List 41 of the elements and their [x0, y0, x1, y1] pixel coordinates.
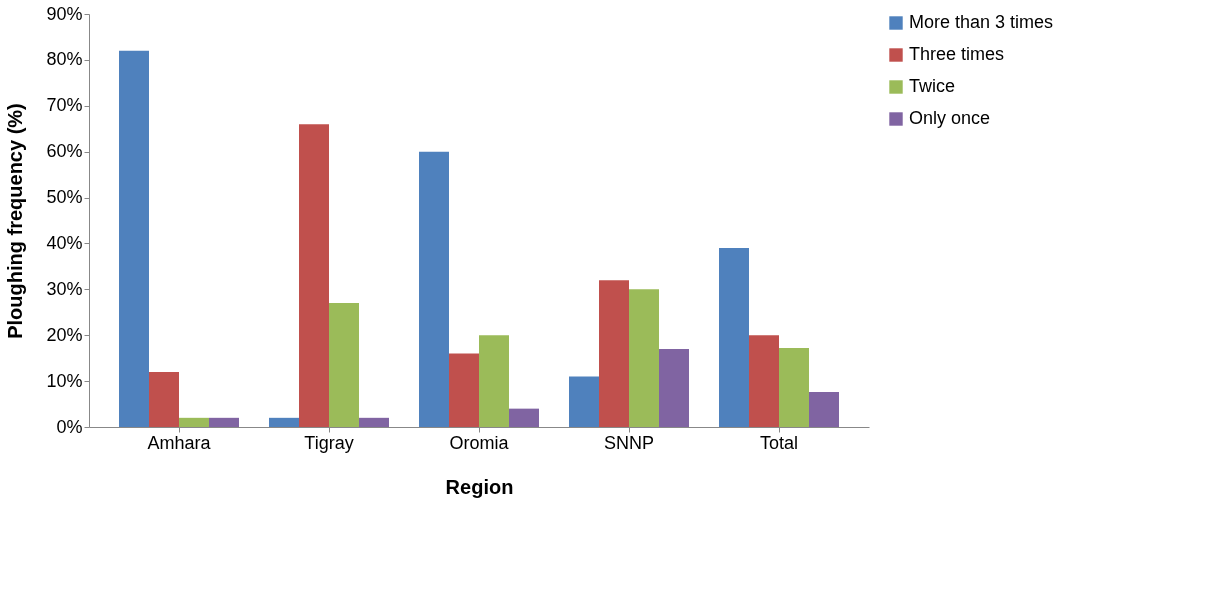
- bar: [119, 50, 149, 427]
- y-tick-label: 40%: [46, 232, 83, 253]
- y-tick-label: 20%: [46, 324, 83, 345]
- y-tick-label: 60%: [46, 141, 83, 162]
- bar: [629, 289, 659, 427]
- x-tick-label: Tigray: [304, 432, 354, 453]
- bar: [149, 371, 179, 427]
- y-tick-label: 10%: [46, 370, 83, 391]
- x-axis-title: Region: [445, 475, 514, 498]
- legend-label: More than 3 times: [909, 12, 1054, 32]
- bar: [299, 124, 329, 427]
- x-tick-label: Total: [759, 432, 799, 453]
- x-tick-label: Amhara: [147, 432, 212, 453]
- bar: [719, 248, 749, 427]
- y-tick-label: 30%: [46, 278, 83, 299]
- bar: [269, 417, 299, 427]
- legend-label: Three times: [909, 44, 1005, 64]
- bar: [419, 151, 449, 427]
- bar: [359, 417, 389, 427]
- y-tick-label: 0%: [56, 416, 83, 437]
- bar: [749, 335, 779, 427]
- x-tick-label: SNNP: [603, 432, 655, 453]
- y-tick-label: 80%: [46, 49, 83, 70]
- bar: [479, 335, 509, 427]
- bar: [449, 353, 479, 427]
- y-tick-label: 70%: [46, 95, 83, 116]
- bar: [809, 392, 839, 427]
- bar: [569, 376, 599, 427]
- bar: [209, 417, 239, 427]
- y-axis-title: Ploughing frequency (%): [4, 103, 27, 339]
- bar: [329, 303, 359, 427]
- x-tick-label: Oromia: [449, 432, 510, 453]
- bar: [779, 348, 809, 427]
- y-tick-label: 90%: [46, 3, 83, 24]
- legend-label: Twice: [909, 76, 956, 96]
- legend-label: Only once: [909, 108, 991, 128]
- bar: [599, 280, 629, 427]
- bar: [659, 348, 689, 427]
- bar: [509, 408, 539, 427]
- y-tick-label: 50%: [46, 187, 83, 208]
- bar: [179, 417, 209, 427]
